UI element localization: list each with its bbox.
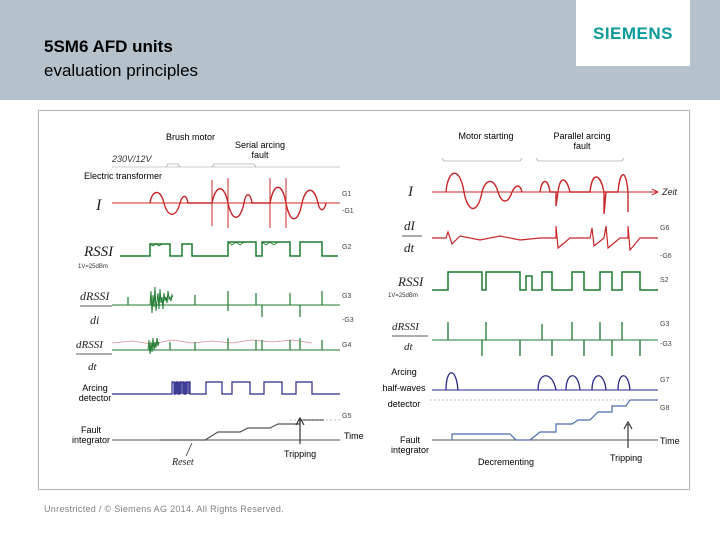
left-ch-g5: G5 [342, 413, 351, 420]
halfwaves-label-2: half-waves [382, 383, 426, 393]
left-fault-integrator-label: Fault integrator [71, 425, 111, 445]
left-detector-burst [174, 382, 190, 394]
supply-label: 230V/12V [111, 154, 153, 164]
left-rssi-unit: 1V=25dBm [78, 264, 108, 270]
right-bracket-parallel [535, 157, 625, 162]
left-drssi-spikes [127, 291, 323, 317]
left-drssi-burst [149, 286, 174, 314]
left-reset-label: Reset [171, 457, 194, 468]
right-rssi-unit: 1V=25dBm [388, 293, 418, 299]
left-sym-drssi-den: di [90, 313, 99, 327]
halfwaves-label-3: detector [387, 399, 421, 409]
right-sym-i: I [407, 184, 414, 200]
right-zeit: Zeit [661, 187, 678, 197]
left-bracket-brush [165, 163, 181, 168]
left-ch-ng3: -G3 [342, 317, 354, 324]
right-rssi-waveform [432, 271, 658, 291]
right-integrator-staircase [451, 399, 658, 441]
right-fault-integrator-label: Fault integrator [390, 435, 430, 455]
motor-starting-label: Motor starting [458, 131, 514, 141]
serial-arcing-label: Serial arcing fault [234, 140, 286, 160]
left-sym-drssi2-num: dRSSI [76, 339, 104, 351]
right-sym-drssi-num: dRSSI [392, 321, 420, 333]
right-time-label: Time [660, 436, 680, 446]
electric-transformer-label: Electric transformer [84, 171, 163, 181]
left-sym-rssi: RSSI [83, 244, 114, 260]
left-trip-arrow [295, 416, 305, 444]
left-drssi2-spikes [169, 338, 323, 350]
left-sym-drssi2-den: dt [88, 361, 98, 373]
right-detector-humps [445, 372, 631, 391]
left-sym-i: I [95, 197, 102, 214]
left-bracket-serial [211, 163, 257, 168]
right-ch-g7: G7 [660, 377, 669, 384]
left-i-waveform [149, 186, 327, 220]
right-ch-s2: S2 [660, 277, 669, 284]
page-subtitle: evaluation principles [44, 61, 199, 80]
right-ch-g3: G3 [660, 321, 669, 328]
right-ch-g8: G8 [660, 405, 669, 412]
left-tripping-label: Tripping [284, 449, 317, 459]
arcing-detector-label: Arcing detector [78, 383, 112, 403]
logo-area: SIEMENS [576, 0, 690, 66]
right-i-waveform [445, 172, 629, 215]
right-sym-di-num: dI [404, 218, 416, 233]
left-reset-arrow [185, 442, 193, 457]
right-sym-di-den: dt [404, 240, 415, 255]
left-ch-g2: G2 [342, 244, 351, 251]
diagram-panel [38, 110, 690, 490]
brush-motor-label: Brush motor [166, 132, 216, 142]
right-sym-rssi: RSSI [397, 274, 424, 289]
left-ch-g4: G4 [342, 342, 351, 349]
right-di-waveform [432, 225, 658, 252]
left-ch-ng1: -G1 [342, 208, 354, 215]
halfwaves-label-1: Arcing [391, 367, 417, 377]
right-ch-g6: G6 [660, 225, 669, 232]
copyright-footer: Unrestricted / © Siemens AG 2014. All Ri… [44, 504, 284, 514]
right-tripping-label: Tripping [610, 453, 643, 463]
left-sym-drssi-num: dRSSI [80, 289, 110, 303]
right-sym-drssi-den: dt [404, 341, 414, 353]
left-i-spikes [211, 178, 287, 228]
left-rssi-waveform [120, 241, 338, 257]
left-time-label: Time [344, 431, 364, 441]
siemens-logo: SIEMENS [592, 24, 674, 43]
left-drssi2-burst [147, 337, 160, 355]
right-drssi-spikes [447, 322, 641, 356]
right-trip-arrow [623, 420, 633, 448]
left-ch-g3: G3 [342, 293, 351, 300]
right-i-arrowhead [651, 188, 660, 196]
right-bracket-motor [441, 157, 523, 162]
page-title: 5SM6 AFD units [44, 37, 173, 56]
decrementing-label: Decrementing [478, 457, 535, 467]
right-ch-ng3: -G3 [660, 341, 672, 348]
right-ch-ng6: -G6 [660, 253, 672, 260]
left-ch-g1: G1 [342, 191, 351, 198]
parallel-arcing-label: Parallel arcing fault [553, 131, 611, 151]
left-rssi-noise [149, 241, 279, 247]
left-detector-waveform [112, 381, 340, 395]
left-drssi2-noise [111, 339, 313, 345]
